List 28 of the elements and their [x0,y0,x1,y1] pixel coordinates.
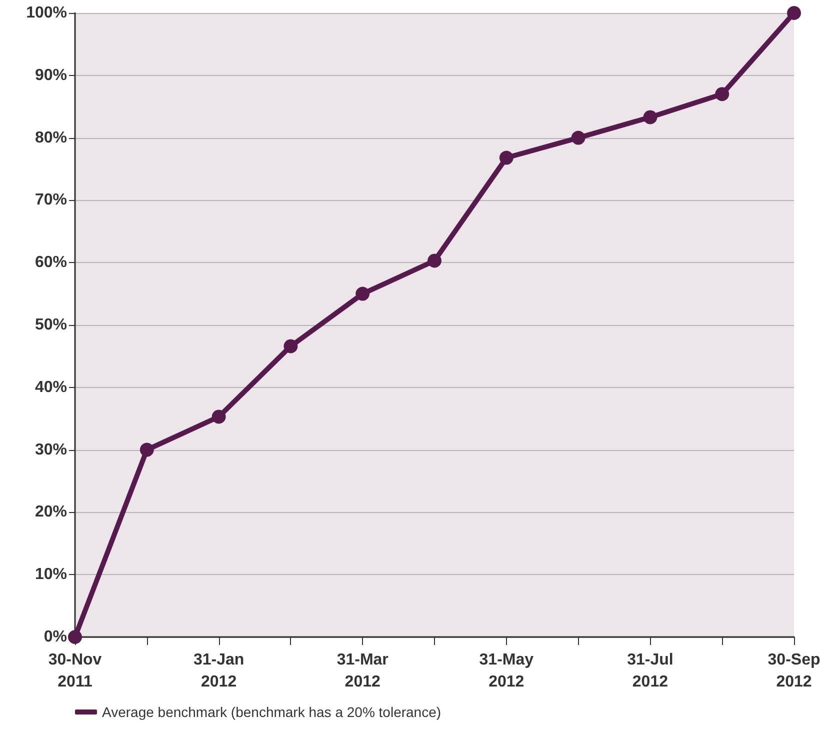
y-tick-label: 50% [34,316,67,334]
y-tick-label: 40% [34,378,67,396]
point [787,6,801,20]
legend-label: Average benchmark (benchmark has a 20% tolerance) [102,704,442,720]
point [643,110,658,124]
point [212,410,226,424]
y-tick-label: 90% [34,66,67,84]
point [140,442,154,457]
point [499,150,514,165]
point [715,87,730,102]
point [571,130,586,145]
y-tick-label: 100% [26,4,67,22]
point [428,254,442,268]
y-tick-label: 30% [34,441,67,458]
x-tick-label: 31-Jan 2012 [193,652,244,690]
point [284,339,298,354]
x-tick-label: 30-Nov 2011 [48,652,102,690]
x-tick-label: 31-May 2012 [479,652,534,690]
y-tick-label: 10% [34,566,67,584]
x-tick-label: 31-Mar 2012 [336,652,388,690]
x-tick-label: 31-Jul 2012 [627,652,674,690]
y-tick-label: 0% [44,628,67,646]
y-tick-label: 80% [34,129,67,146]
y-tick-label: 70% [34,192,67,209]
x-tick-label: 30-Sep 2012 [768,652,820,690]
point [356,286,370,301]
y-tick-label: 20% [34,504,67,521]
y-tick-label: 60% [34,254,67,272]
